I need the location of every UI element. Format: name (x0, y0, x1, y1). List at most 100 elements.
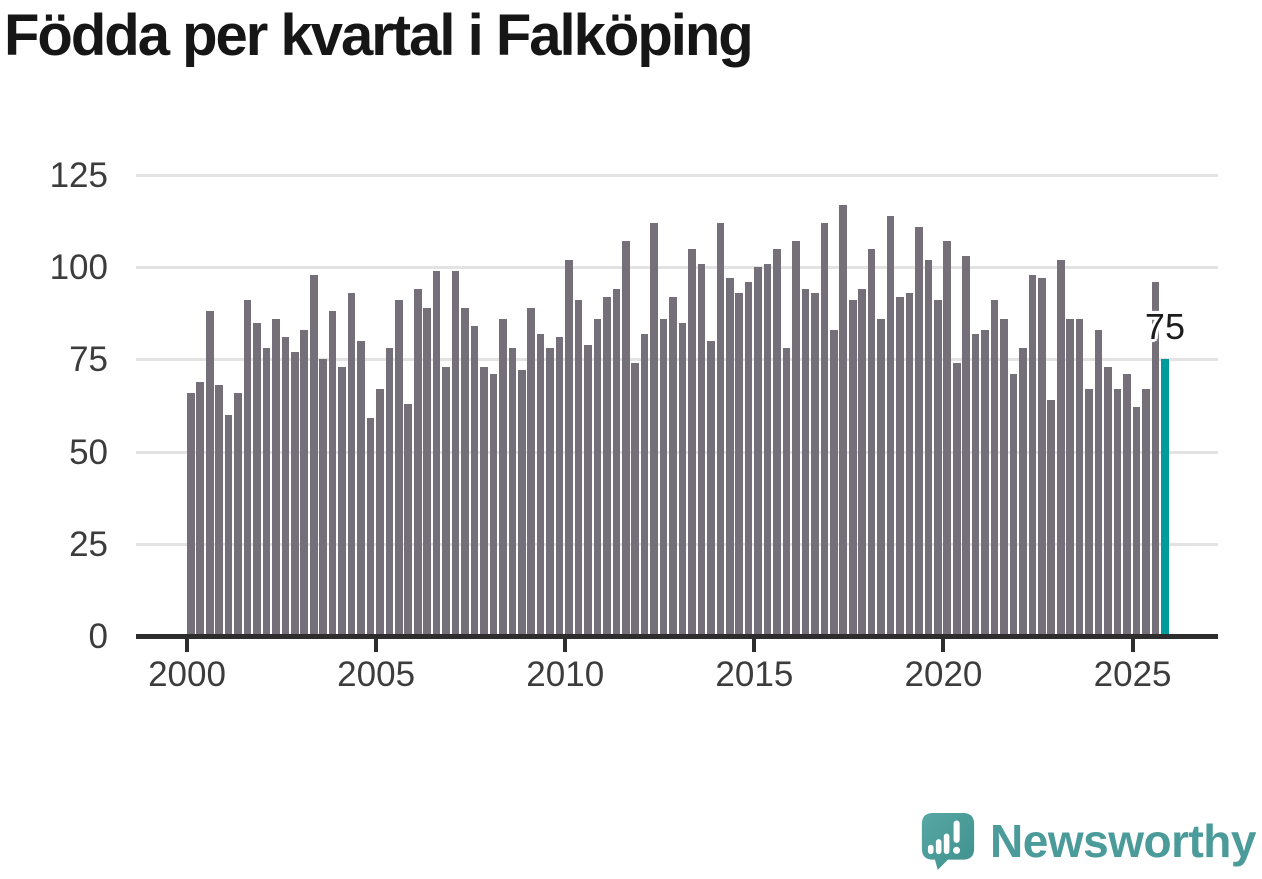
bar (1056, 259, 1065, 636)
bar (215, 385, 223, 636)
bar (404, 403, 413, 636)
bar (262, 348, 271, 636)
bar (830, 329, 838, 636)
chart-title: Födda per kvartal i Falköping (4, 3, 754, 68)
bar (451, 270, 460, 636)
x-tick-label: 2025 (1093, 655, 1172, 694)
bar (196, 381, 205, 636)
bar (697, 263, 706, 636)
bar (640, 333, 649, 636)
bar (1104, 366, 1112, 636)
bar (1113, 388, 1122, 636)
bar (555, 337, 564, 636)
bar (508, 348, 517, 636)
bar (205, 311, 214, 636)
bar (470, 326, 479, 636)
bar (934, 300, 942, 636)
y-tick-label: 75 (69, 340, 108, 380)
x-tick-2020 (941, 639, 946, 652)
x-axis-line (136, 634, 1218, 639)
bar (952, 363, 961, 636)
bar (187, 392, 195, 636)
bar (1142, 388, 1150, 636)
bar (867, 248, 876, 636)
bar (725, 278, 734, 636)
bar (886, 215, 895, 636)
bar (489, 374, 498, 636)
bar (1094, 329, 1103, 636)
bar (905, 293, 914, 636)
bar (801, 289, 810, 636)
bar (735, 293, 744, 636)
x-tick-label: 2005 (337, 655, 416, 694)
bar (243, 300, 252, 636)
bar (962, 256, 970, 636)
bar (631, 363, 640, 636)
bar (924, 259, 933, 636)
gridline-y-75 (136, 358, 1218, 362)
bar (1009, 374, 1018, 636)
bar (848, 300, 857, 636)
x-tick-2015 (752, 639, 757, 652)
bar (716, 222, 725, 636)
brand-footer: Newsworthy (920, 811, 1256, 871)
bar (1085, 388, 1093, 636)
bar (820, 222, 829, 636)
bar (499, 318, 507, 636)
gridline-y-50 (136, 450, 1218, 454)
x-tick-label: 2000 (148, 655, 226, 694)
bar (612, 289, 621, 636)
x-tick-2010 (563, 639, 568, 652)
bar (811, 293, 819, 636)
x-tick-label: 2015 (715, 655, 794, 694)
bar (300, 329, 309, 636)
gridline-y-25 (136, 542, 1218, 546)
bar (536, 333, 545, 636)
bar (782, 348, 791, 636)
bar (253, 322, 261, 636)
bar (763, 263, 772, 636)
bar (281, 337, 290, 636)
bar (565, 259, 573, 636)
bar (839, 204, 848, 636)
bar (678, 322, 687, 636)
bar (915, 226, 923, 636)
newsworthy-logo-icon (921, 813, 975, 870)
bar (1000, 318, 1008, 636)
brand-name: Newsworthy (990, 815, 1256, 867)
bar (981, 329, 989, 636)
bar (309, 274, 318, 636)
bar (338, 366, 346, 636)
y-tick-label: 125 (49, 156, 108, 195)
x-tick-2000 (185, 639, 189, 652)
bar (1075, 318, 1084, 636)
bar (603, 296, 611, 636)
bar (291, 352, 299, 636)
y-tick-label: 50 (69, 432, 108, 472)
bar (990, 300, 999, 636)
bar (621, 241, 630, 636)
bar (224, 414, 233, 636)
bar (376, 388, 384, 636)
x-tick-2005 (374, 639, 379, 652)
bar (659, 318, 668, 636)
bar (442, 366, 450, 636)
bar (877, 318, 885, 636)
gridline-y-100 (136, 266, 1218, 270)
bar (1038, 278, 1046, 636)
x-tick-label: 2010 (526, 655, 605, 694)
bar (744, 281, 753, 636)
x-tick-2025 (1130, 639, 1135, 652)
bar (234, 392, 242, 636)
y-tick-label: 25 (69, 524, 108, 564)
bar (366, 418, 375, 636)
bar (707, 340, 715, 636)
bar (328, 311, 337, 636)
bar (593, 318, 602, 636)
bar (527, 307, 535, 636)
bar (517, 370, 526, 636)
bar (858, 289, 866, 636)
bar (1066, 318, 1074, 636)
gridline-y-125 (136, 174, 1218, 177)
